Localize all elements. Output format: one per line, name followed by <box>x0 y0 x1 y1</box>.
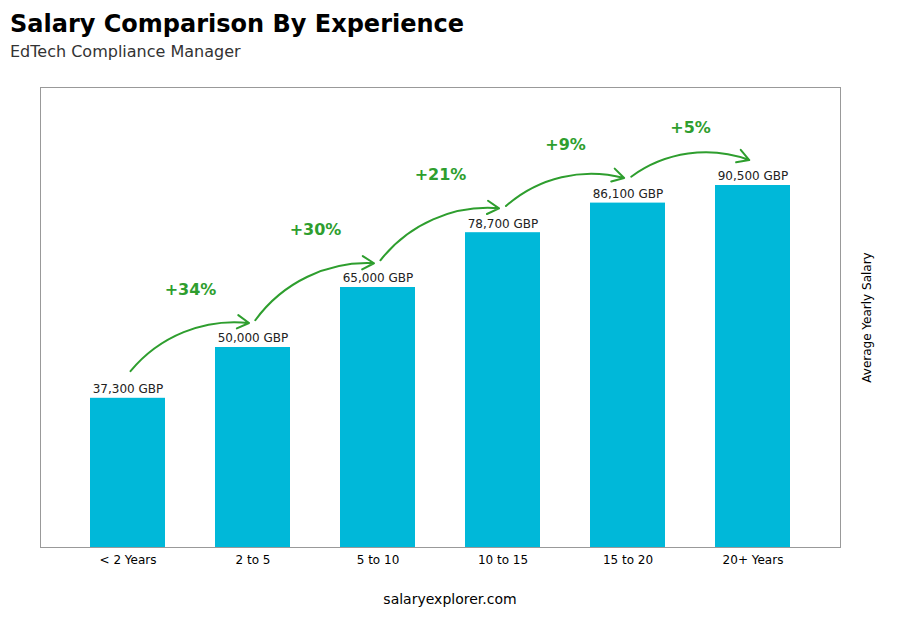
svg-text:Average Yearly Salary: Average Yearly Salary <box>860 252 874 382</box>
svg-text:90,500 GBP: 90,500 GBP <box>718 169 789 183</box>
svg-text:+9%: +9% <box>545 135 586 154</box>
svg-text:78,700 GBP: 78,700 GBP <box>468 217 539 231</box>
html-text:salaryexplorer.com: salaryexplorer.com <box>383 591 517 607</box>
svg-text:5 to 10: 5 to 10 <box>357 553 400 567</box>
svg-text:86,100 GBP: 86,100 GBP <box>593 187 664 201</box>
svg-text:+30%: +30% <box>290 220 342 239</box>
svg-text:+21%: +21% <box>415 165 467 184</box>
svg-text:20+ Years: 20+ Years <box>723 553 784 567</box>
svg-text:37,300 GBP: 37,300 GBP <box>93 382 164 396</box>
svg-text:2 to 5: 2 to 5 <box>236 553 271 567</box>
svg-text:< 2 Years: < 2 Years <box>100 553 157 567</box>
html-text:EdTech Compliance Manager: EdTech Compliance Manager <box>10 42 241 61</box>
svg-text:15 to 20: 15 to 20 <box>603 553 653 567</box>
svg-text:10 to 15: 10 to 15 <box>478 553 528 567</box>
svg-text:65,000 GBP: 65,000 GBP <box>343 271 414 285</box>
svg-text:+34%: +34% <box>165 280 217 299</box>
svg-text:+5%: +5% <box>670 118 711 137</box>
svg-text:50,000 GBP: 50,000 GBP <box>218 331 289 345</box>
html-text:Salary Comparison By Experienc: Salary Comparison By Experience <box>10 10 465 38</box>
